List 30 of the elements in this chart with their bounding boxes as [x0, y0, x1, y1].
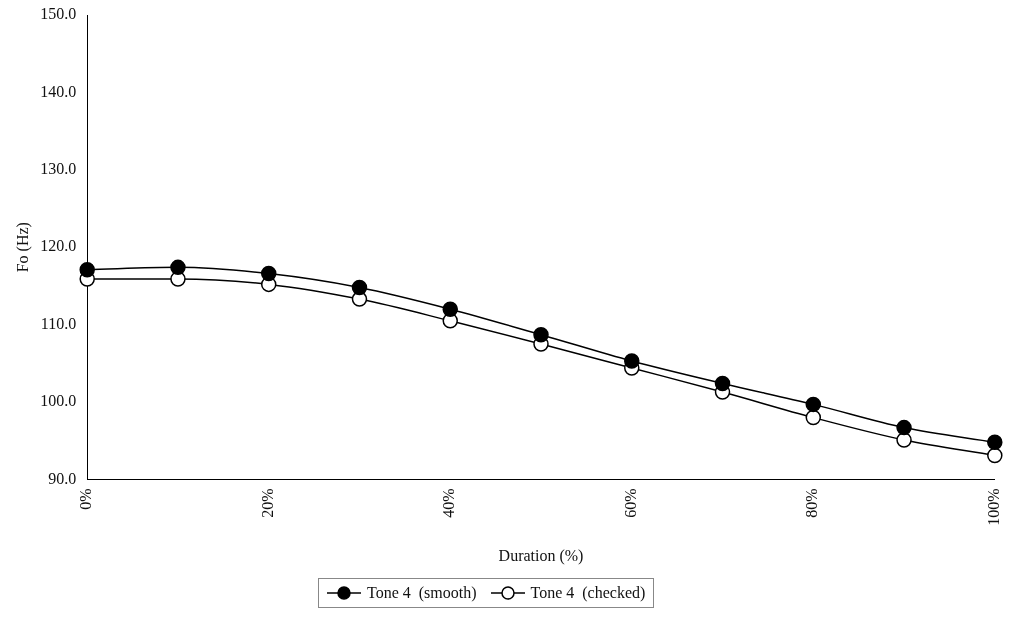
x-tick-label: 100% [985, 488, 1002, 526]
y-tick-label: 110.0 [40, 314, 77, 332]
point [260, 265, 277, 282]
point [170, 259, 186, 276]
point [533, 326, 549, 343]
y-tick-label: 90.0 [48, 469, 77, 487]
point [805, 396, 822, 413]
point [442, 301, 458, 317]
y-tick-label: 120.0 [40, 237, 77, 255]
legend-label: Tone 4 (smooth) [367, 584, 477, 602]
legend-label: Tone 4 (checked) [530, 584, 646, 602]
y-tick-label: 150.0 [40, 5, 77, 23]
x-tick-label: 40% [440, 488, 458, 518]
y-tick-label: 140.0 [40, 82, 77, 100]
y-tick-label: 100.0 [40, 392, 77, 410]
point [351, 279, 368, 296]
point [805, 409, 822, 426]
y-axis-title: Fo (Hz) [13, 222, 32, 273]
x-tick-label: 0% [77, 488, 95, 510]
y-tick-label: 130.0 [40, 160, 77, 178]
point [79, 261, 95, 278]
x-tick-label: 60% [621, 488, 639, 518]
point [987, 434, 1003, 451]
point [624, 353, 640, 369]
x-tick-label: 20% [258, 488, 276, 518]
x-tick-label: 80% [803, 488, 821, 518]
point [714, 375, 731, 392]
x-axis-title: Duration (%) [498, 546, 584, 565]
point [987, 447, 1003, 464]
point [896, 419, 912, 436]
